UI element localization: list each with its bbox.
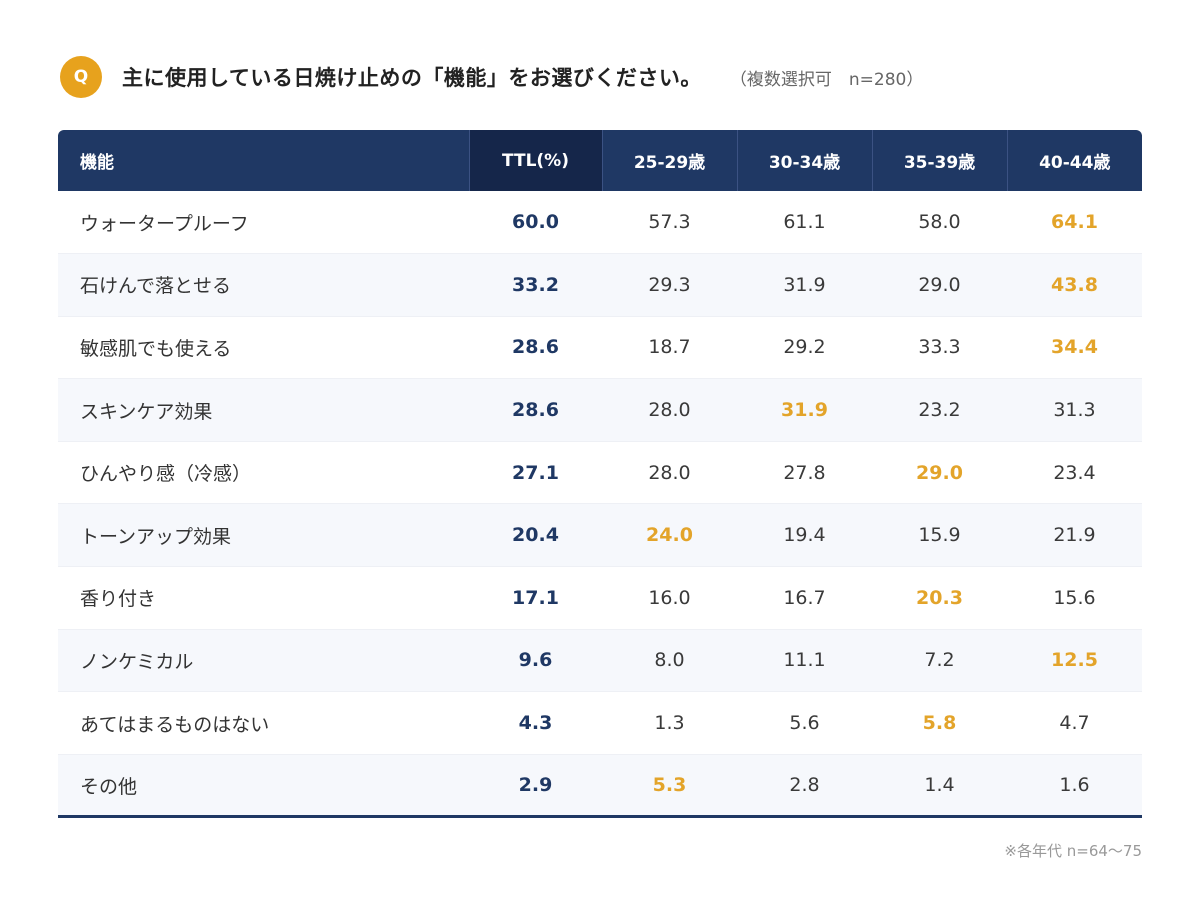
age-value-cell: 64.1 [1007,191,1142,255]
age-value-cell: 1.3 [602,691,737,755]
question-text: 主に使用している日焼け止めの「機能」をお選びください。 [122,66,702,90]
age-value-cell: 23.2 [872,378,1007,442]
age-value-cell: 18.7 [602,316,737,380]
age-value-cell: 61.1 [737,191,872,255]
age-value-cell: 15.6 [1007,566,1142,630]
age-value-cell: 2.8 [737,754,872,819]
row-label: ひんやり感（冷感） [58,441,469,505]
row-label: 香り付き [58,566,469,630]
row-label: 敏感肌でも使える [58,316,469,380]
row-label: トーンアップ効果 [58,503,469,568]
age-value-cell: 31.9 [737,378,872,442]
age-value-cell: 12.5 [1007,629,1142,693]
column-header-age-35-39: 35-39歳 [871,130,1007,191]
age-value-cell: 21.9 [1007,503,1142,568]
table-row: その他 2.9 5.3 2.8 1.4 1.6 [58,754,1142,819]
age-value-cell: 43.8 [1007,253,1142,317]
column-header-age-25-29: 25-29歳 [601,130,737,191]
row-label: スキンケア効果 [58,378,469,442]
table-row: 石けんで落とせる 33.2 29.3 31.9 29.0 43.8 [58,253,1142,317]
table-row: ノンケミカル 9.6 8.0 11.1 7.2 12.5 [58,629,1142,693]
age-value-cell: 24.0 [602,503,737,568]
ttl-value-cell: 20.4 [469,503,602,568]
age-value-cell: 28.0 [602,378,737,442]
footnote: ※各年代 n=64〜75 [1004,842,1142,860]
ttl-value-cell: 2.9 [469,754,602,819]
age-value-cell: 27.8 [737,441,872,505]
age-value-cell: 23.4 [1007,441,1142,505]
column-header-age-40-44: 40-44歳 [1006,130,1142,191]
question-badge: Q [60,56,102,98]
results-table: 機能 TTL(%) 25-29歳 30-34歳 35-39歳 40-44歳 ウォ… [58,130,1142,819]
ttl-value-cell: 28.6 [469,378,602,442]
row-label: ウォータープルーフ [58,191,469,255]
table-row: あてはまるものはない 4.3 1.3 5.6 5.8 4.7 [58,691,1142,755]
row-label: あてはまるものはない [58,691,469,755]
age-value-cell: 34.4 [1007,316,1142,380]
age-value-cell: 7.2 [872,629,1007,693]
table-row: ひんやり感（冷感） 27.1 28.0 27.8 29.0 23.4 [58,441,1142,505]
age-value-cell: 1.6 [1007,754,1142,819]
age-value-cell: 4.7 [1007,691,1142,755]
age-value-cell: 31.9 [737,253,872,317]
age-value-cell: 57.3 [602,191,737,255]
ttl-value-cell: 28.6 [469,316,602,380]
question-row: Q 主に使用している日焼け止めの「機能」をお選びください。 （複数選択可 n=2… [60,56,923,98]
age-value-cell: 5.3 [602,754,737,819]
ttl-value-cell: 17.1 [469,566,602,630]
age-value-cell: 29.0 [872,253,1007,317]
row-label: その他 [58,754,469,819]
age-value-cell: 28.0 [602,441,737,505]
table-row: トーンアップ効果 20.4 24.0 19.4 15.9 21.9 [58,503,1142,568]
row-label: 石けんで落とせる [58,253,469,317]
column-header-function: 機能 [58,130,469,191]
age-value-cell: 33.3 [872,316,1007,380]
age-value-cell: 16.0 [602,566,737,630]
column-header-ttl: TTL(%) [468,130,602,191]
ttl-value-cell: 9.6 [469,629,602,693]
table-row: 敏感肌でも使える 28.6 18.7 29.2 33.3 34.4 [58,316,1142,380]
row-label: ノンケミカル [58,629,469,693]
column-header-age-30-34: 30-34歳 [736,130,872,191]
table-row: スキンケア効果 28.6 28.0 31.9 23.2 31.3 [58,378,1142,442]
ttl-value-cell: 60.0 [469,191,602,255]
age-value-cell: 5.6 [737,691,872,755]
results-table-wrapper: 機能 TTL(%) 25-29歳 30-34歳 35-39歳 40-44歳 ウォ… [58,130,1142,819]
age-value-cell: 58.0 [872,191,1007,255]
ttl-value-cell: 4.3 [469,691,602,755]
age-value-cell: 11.1 [737,629,872,693]
ttl-value-cell: 27.1 [469,441,602,505]
age-value-cell: 8.0 [602,629,737,693]
table-header-row: 機能 TTL(%) 25-29歳 30-34歳 35-39歳 40-44歳 [58,130,1142,191]
table-body: ウォータープルーフ 60.0 57.3 61.1 58.0 64.1 石けんで落とせる 33.… [58,191,1142,819]
age-value-cell: 29.3 [602,253,737,317]
age-value-cell: 29.0 [872,441,1007,505]
age-value-cell: 16.7 [737,566,872,630]
age-value-cell: 1.4 [872,754,1007,819]
table-row: 香り付き 17.1 16.0 16.7 20.3 15.6 [58,566,1142,630]
age-value-cell: 29.2 [737,316,872,380]
question-note: （複数選択可 n=280） [729,69,924,90]
age-value-cell: 31.3 [1007,378,1142,442]
age-value-cell: 20.3 [872,566,1007,630]
age-value-cell: 15.9 [872,503,1007,568]
ttl-value-cell: 33.2 [469,253,602,317]
age-value-cell: 19.4 [737,503,872,568]
age-value-cell: 5.8 [872,691,1007,755]
table-row: ウォータープルーフ 60.0 57.3 61.1 58.0 64.1 [58,191,1142,255]
